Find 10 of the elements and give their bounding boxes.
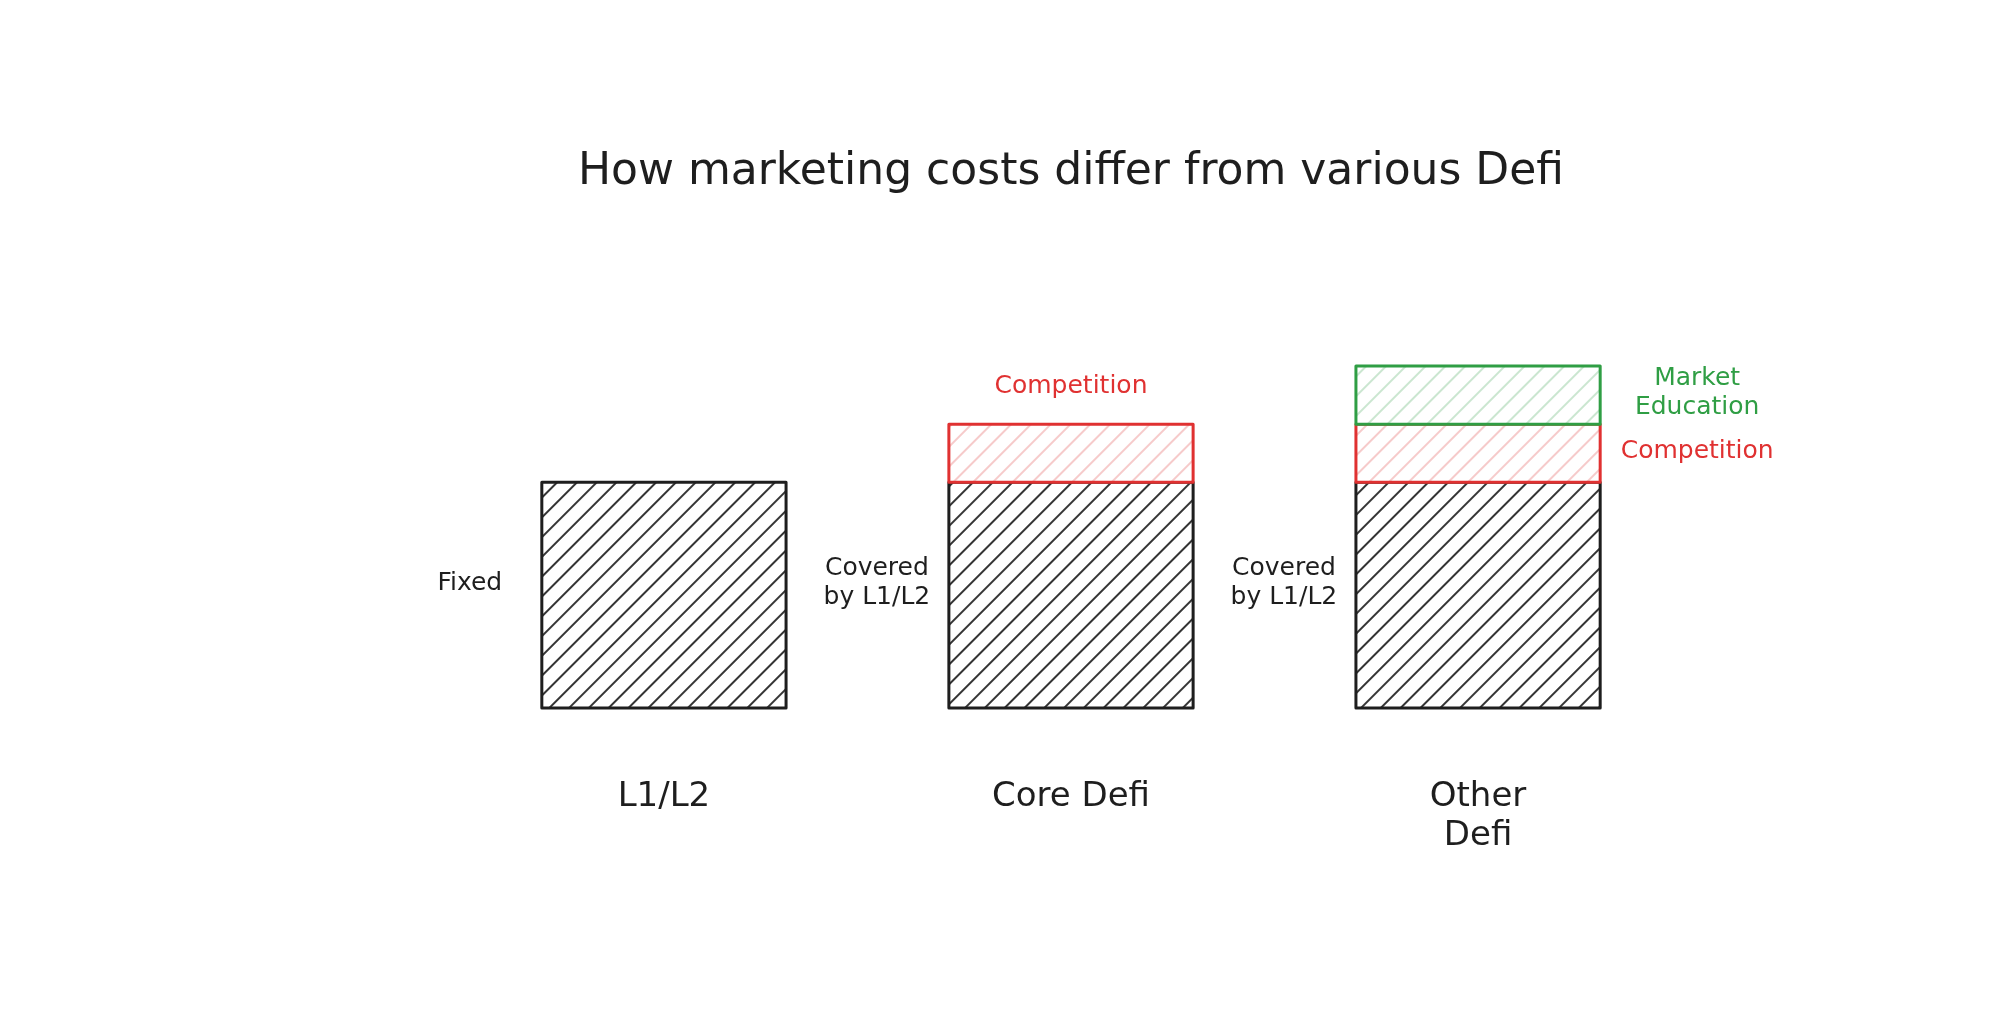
x-tick-label: Other Defi [1429, 773, 1527, 853]
x-tick-label: Core Defi [991, 773, 1151, 814]
annotation: Market Education [1634, 362, 1760, 420]
annotation: Competition [1620, 434, 1774, 464]
annotation: Competition [994, 369, 1148, 399]
annotation: Covered by L1/L2 [1230, 552, 1338, 611]
chart-title: How marketing costs differ from various Defi [577, 142, 1565, 194]
x-tick-label: L1/L2 [617, 773, 711, 814]
annotation: Fixed [437, 566, 503, 596]
annotation: Covered by L1/L2 [823, 552, 931, 611]
